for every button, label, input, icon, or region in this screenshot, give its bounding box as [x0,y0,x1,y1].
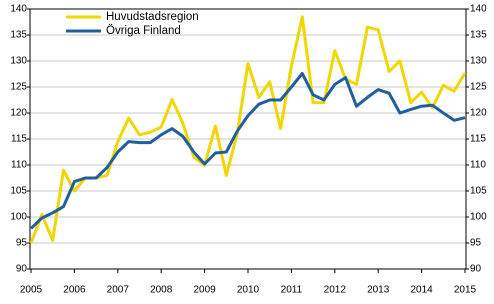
x-tick-label: 2012 [324,285,347,296]
y-tick-label: 130 [10,56,27,67]
y2-tick-label: 125 [470,82,487,93]
y2-tick-label: 135 [470,30,487,41]
y-tick-label: 110 [11,160,27,171]
legend-label: Huvudstadsregion [106,11,199,23]
x-tick-label: 2014 [410,285,433,296]
y2-tick-label: 100 [470,212,487,223]
x-tick-label: 2015 [454,285,477,296]
y-tick-label: 105 [10,186,27,197]
x-tick-label: 2008 [150,285,173,296]
y-tick-label: 125 [10,82,27,93]
series-line [29,72,466,230]
y2-tick-label: 90 [470,264,482,275]
y2-tick-label: 95 [470,238,482,249]
series-line [29,15,467,244]
x-tick-label: 2010 [237,285,260,296]
y2-tick-label: 105 [470,186,487,197]
y2-tick-label: 140 [470,4,487,15]
y-tick-label: 100 [10,212,27,223]
legend-label: Övriga Finland [106,25,181,37]
y-tick-label: 90 [16,264,28,275]
x-tick-label: 2007 [107,285,130,296]
y2-tick-label: 110 [470,160,486,171]
y2-tick-label: 130 [470,56,487,67]
x-tick-label: 2009 [193,285,216,296]
y2-tick-label: 115 [470,134,486,145]
x-tick-label: 2013 [367,285,390,296]
x-tick-label: 2006 [63,285,86,296]
x-tick-label: 2005 [20,285,43,296]
y-tick-label: 95 [16,238,28,249]
x-tick-label: 2011 [281,285,303,296]
y-tick-label: 115 [11,134,27,145]
y-tick-label: 140 [10,4,27,15]
y-tick-label: 135 [10,30,27,41]
y2-tick-label: 120 [470,108,487,119]
y-tick-label: 120 [10,108,27,119]
